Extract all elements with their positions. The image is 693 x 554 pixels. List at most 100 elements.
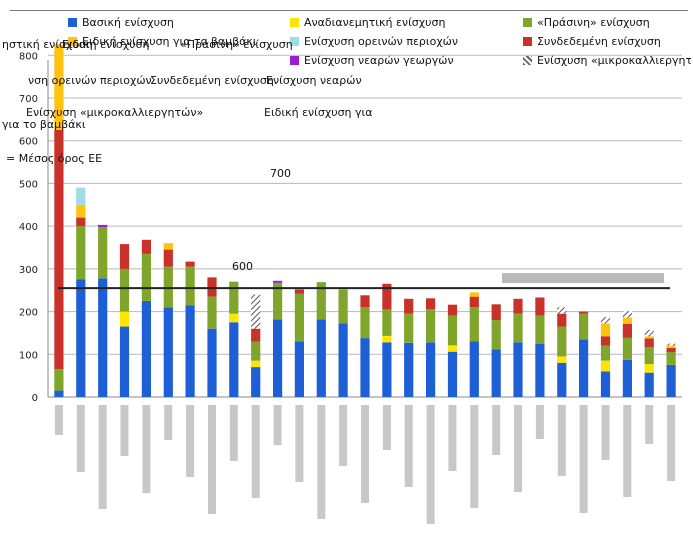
bar-segment (98, 278, 108, 397)
bar-segment (600, 323, 611, 337)
bar-segment (644, 338, 654, 347)
bar-segment (338, 289, 348, 324)
bar-segment (273, 319, 283, 397)
bar-segment (360, 307, 370, 339)
x-tick-label (623, 405, 632, 497)
bar-segment (622, 337, 632, 360)
y-tick-label: 0 (32, 393, 38, 404)
bar-segment (469, 296, 479, 308)
overlay-label: Ειδική ενίσχυση (62, 38, 150, 51)
bar-segment (622, 359, 632, 397)
bar-segment (535, 297, 545, 316)
overlay-label: για το βαμβάκι (2, 118, 86, 131)
x-tick-label (76, 405, 85, 472)
bar-segment (622, 311, 632, 318)
y-tick-label: 600 (19, 137, 38, 148)
x-tick-label (492, 405, 501, 455)
x-tick-label (579, 405, 588, 513)
bar-segment (382, 309, 392, 336)
y-tick-label: 800 (19, 51, 38, 62)
bar-segment (163, 266, 173, 308)
bar-segment (273, 283, 283, 320)
bar-segment (251, 294, 261, 329)
bar-segment (360, 338, 370, 397)
bar-segment (119, 326, 130, 397)
bar-segment (622, 317, 632, 324)
x-tick-label (645, 405, 654, 444)
bar-segment (600, 317, 611, 324)
bar-segment (54, 390, 64, 397)
bar-segment (579, 339, 589, 397)
bar-segment (644, 329, 654, 337)
bar-segment (382, 342, 392, 397)
bar-segment (229, 313, 239, 323)
overlay-label: «Πράσινη» ενίσχυση (180, 38, 293, 51)
legend-column-2: Αναδιανεμητική ενίσχυση Ενίσχυση ορεινών… (290, 16, 520, 73)
x-tick-label (535, 405, 544, 439)
x-tick-label (164, 405, 173, 440)
x-tick-label (557, 405, 566, 476)
overlay-label: Ενίσχυση νεαρών (266, 74, 362, 87)
bar-segment (382, 283, 392, 310)
x-tick-label (142, 405, 151, 493)
bar-segment (316, 319, 326, 397)
legend-column-3: «Πράσινη» ενίσχυση Συνδεδεμένη ενίσχυση … (523, 16, 691, 73)
x-tick-label (404, 405, 413, 487)
x-tick-label (470, 405, 479, 508)
bar-segment (294, 289, 304, 294)
x-tick-label (54, 405, 63, 435)
bar-segment (644, 347, 654, 365)
bar-segment (579, 311, 589, 314)
bar-segment (469, 292, 479, 297)
legend-column-1: Βασική ενίσχυση Ειδική ενίσχυση για το β… (68, 16, 308, 54)
bar-segment (644, 336, 654, 339)
x-axis (54, 405, 676, 524)
overlay-label: 600 (232, 260, 253, 273)
legend-item-small-farmers: Ενίσχυση «μικροκαλλιεργητών» (523, 54, 691, 67)
overlay-label: Συνδεδεμένη ενίσχυση (150, 74, 274, 87)
bar-segment (404, 298, 414, 314)
bar-segment (76, 279, 86, 397)
bar-segment (666, 347, 676, 353)
legend-swatch-basic (68, 18, 77, 27)
bar-segment (600, 345, 611, 361)
bar-segment (557, 362, 567, 397)
bar-segment (447, 351, 458, 397)
y-tick-label: 100 (19, 350, 38, 361)
bar-segment (207, 296, 217, 329)
bar-segment (426, 342, 436, 397)
bar-segment (447, 315, 458, 346)
bar-segment (644, 364, 654, 373)
y-tick-label: 300 (19, 265, 38, 276)
bar-segment (163, 243, 173, 250)
bar-segment (426, 309, 436, 343)
bar-segment (207, 328, 217, 397)
overlay-label: Ενίσχυση «μικροκαλλιεργητών» (26, 106, 203, 119)
bar-segment (251, 328, 261, 342)
bar-segment (338, 323, 348, 397)
bar-segment (163, 249, 173, 267)
bar-segment (557, 307, 567, 314)
bar-segment (557, 313, 567, 327)
bar-segment (600, 371, 611, 397)
bar-segment (98, 227, 108, 279)
bar-segment (76, 204, 86, 218)
bar-segment (535, 315, 545, 344)
legend-swatch-green (523, 18, 532, 27)
bar-segment (251, 341, 261, 361)
bar-segment (76, 187, 86, 205)
bar-segment (513, 342, 523, 397)
legend-swatch-cotton (68, 37, 77, 46)
bar-segment (54, 369, 64, 391)
legend-item-coupled: Συνδεδεμένη ενίσχυση (523, 35, 691, 48)
bar-segment (404, 342, 414, 397)
bar-segment (251, 367, 261, 397)
y-tick-label: 200 (19, 308, 38, 319)
legend-item-young-farmers: Ενίσχυση νεαρών γεωργών (290, 54, 520, 67)
x-tick-label (426, 405, 435, 524)
legend-swatch-redistributive (290, 18, 299, 27)
bar-segment (600, 336, 611, 346)
bar-segment (557, 356, 567, 363)
